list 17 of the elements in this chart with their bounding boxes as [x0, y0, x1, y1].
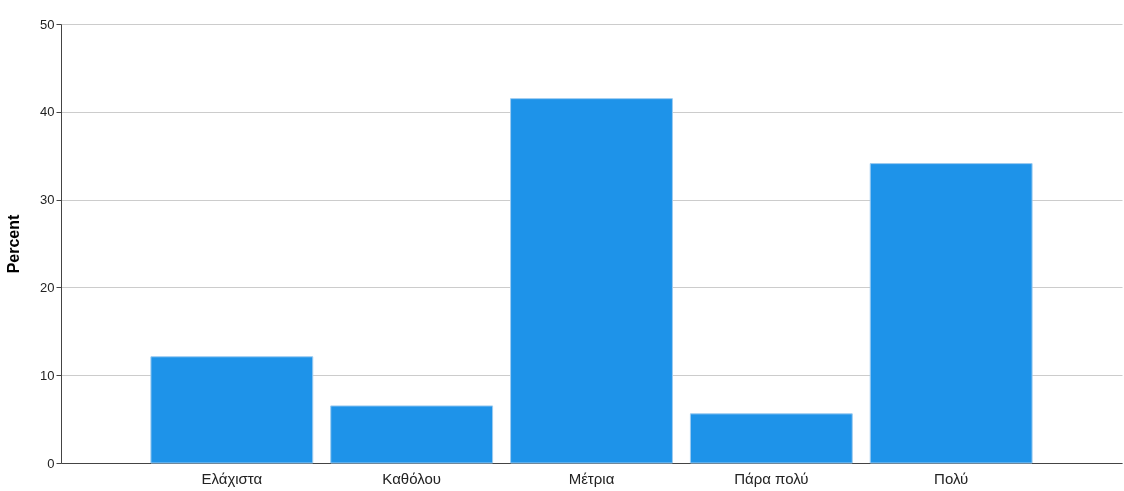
y-tick-label: 30 — [40, 192, 55, 208]
x-tick-label: Μέτρια — [568, 469, 615, 487]
y-tick-label: 40 — [40, 104, 55, 120]
x-tick-label: Πάρα πολύ — [734, 469, 809, 487]
x-tick-label: Πολύ — [934, 469, 969, 487]
bar — [150, 356, 314, 464]
x-tick-label: Καθόλου — [382, 469, 442, 487]
x-tick-label: Ελάχιστα — [201, 469, 263, 487]
bar — [869, 163, 1033, 464]
y-tick-label: 50 — [40, 16, 55, 32]
y-axis-title: Percent — [5, 213, 23, 274]
bar — [510, 98, 673, 464]
y-tick-label: 20 — [40, 279, 55, 295]
y-tick-label: 10 — [40, 367, 55, 383]
bar — [330, 405, 494, 464]
y-tick-label: 0 — [47, 455, 55, 471]
bar — [689, 413, 853, 464]
